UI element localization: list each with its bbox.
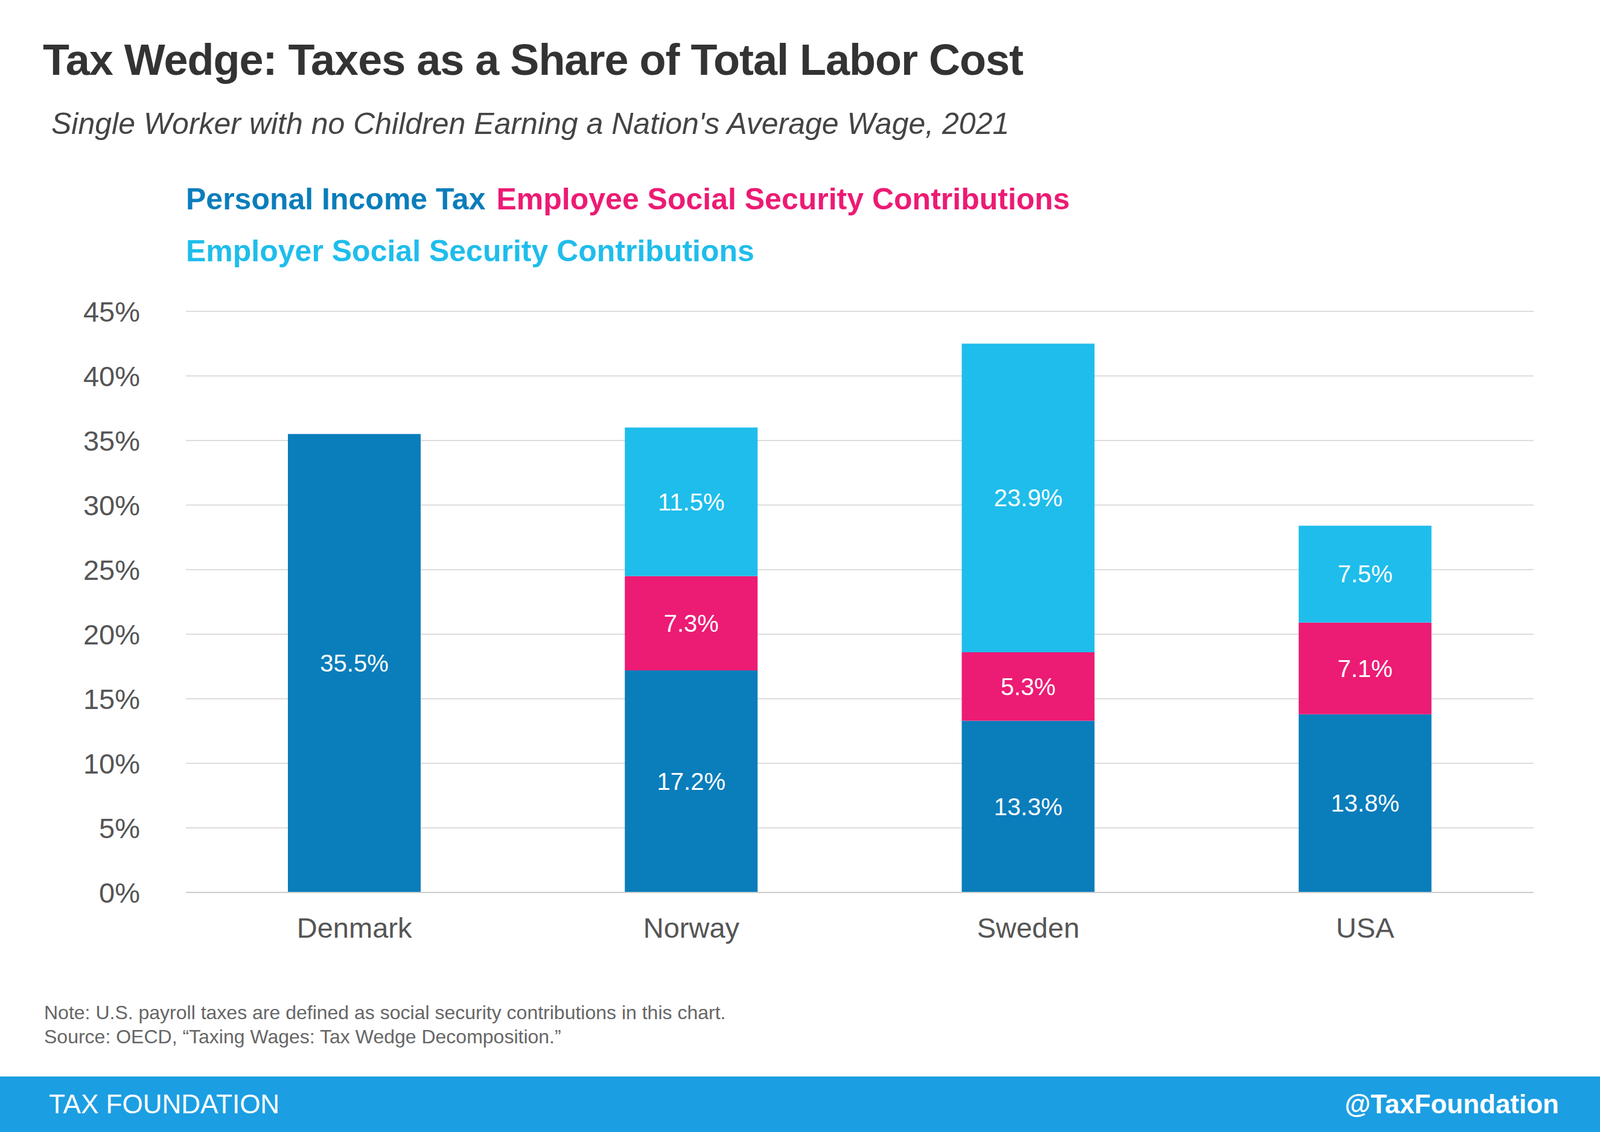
html-text:Source: OECD, “Taxing Wages: T: Source: OECD, “Taxing Wages: Tax Wedge D… [44,1026,562,1048]
html-text:Note: U.S. payroll taxes are d: Note: U.S. payroll taxes are defined as … [44,1001,726,1024]
svg-text:20%: 20% [83,618,141,651]
svg-text:17.2%: 17.2% [657,768,726,795]
svg-text:35%: 35% [83,424,141,457]
html-text:Single Worker with no Children: Single Worker with no Children Earning a… [51,106,1010,141]
html-text:Personal Income Tax Employee S: Personal Income Tax Employee Social Secu… [185,182,1070,217]
svg-text:10%: 10% [83,747,141,780]
svg-text:0%: 0% [98,876,141,909]
svg-text:11.5%: 11.5% [657,488,725,516]
svg-text:23.9%: 23.9% [994,484,1063,512]
svg-text:5%: 5% [98,812,141,845]
svg-text:7.1%: 7.1% [1337,655,1393,683]
svg-text:25%: 25% [83,554,141,587]
svg-text:13.8%: 13.8% [1330,790,1400,817]
svg-text:7.5%: 7.5% [1337,560,1393,588]
svg-text:Denmark: Denmark [296,911,413,944]
svg-text:Norway: Norway [643,911,740,944]
svg-text:45%: 45% [83,295,141,328]
svg-text:Sweden: Sweden [977,911,1080,944]
svg-text:30%: 30% [83,489,141,522]
svg-text:40%: 40% [83,360,141,393]
svg-text:7.3%: 7.3% [663,610,719,637]
html-text:TAX FOUNDATION: TAX FOUNDATION [48,1089,280,1119]
svg-text:15%: 15% [83,683,141,716]
svg-text:13.3%: 13.3% [994,793,1063,821]
html-text:Tax Wedge: Taxes as a Share of: Tax Wedge: Taxes as a Share of Total Lab… [42,35,1024,84]
svg-text:5.3%: 5.3% [1000,673,1056,701]
svg-text:USA: USA [1336,911,1395,944]
svg-text:35.5%: 35.5% [319,650,389,677]
html-text:@TaxFoundation: @TaxFoundation [1344,1089,1559,1119]
html-text:Employer Social Security Contr: Employer Social Security Contributions [185,234,755,268]
